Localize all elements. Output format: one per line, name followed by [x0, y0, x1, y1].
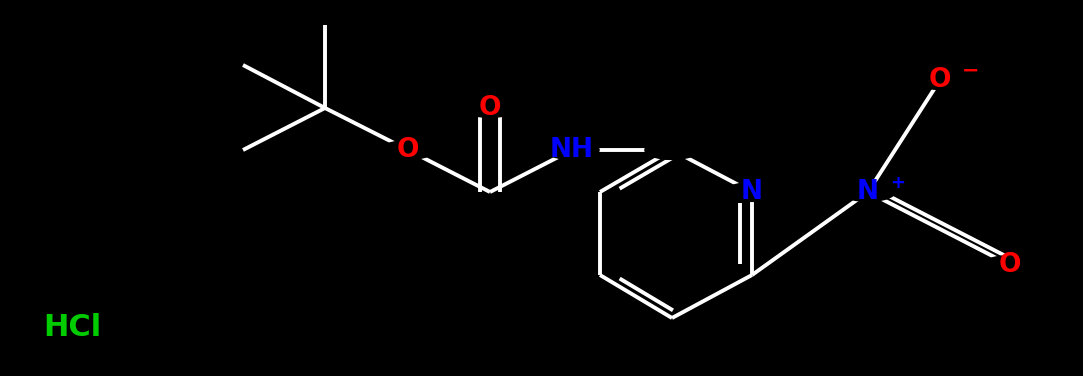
Circle shape [983, 256, 1038, 274]
Text: N: N [741, 179, 764, 205]
Circle shape [840, 183, 895, 202]
Circle shape [545, 141, 599, 159]
Circle shape [725, 183, 779, 202]
Text: +: + [890, 174, 904, 192]
Text: O: O [999, 252, 1021, 278]
Circle shape [381, 141, 435, 159]
Text: O: O [479, 95, 501, 121]
Text: O: O [396, 137, 419, 163]
Circle shape [644, 141, 699, 159]
Text: −: − [962, 61, 979, 80]
Text: N: N [857, 179, 879, 205]
Text: O: O [929, 67, 951, 93]
Text: NH: NH [550, 137, 593, 163]
Circle shape [462, 99, 517, 117]
Text: HCl: HCl [43, 314, 101, 343]
Circle shape [913, 71, 967, 89]
